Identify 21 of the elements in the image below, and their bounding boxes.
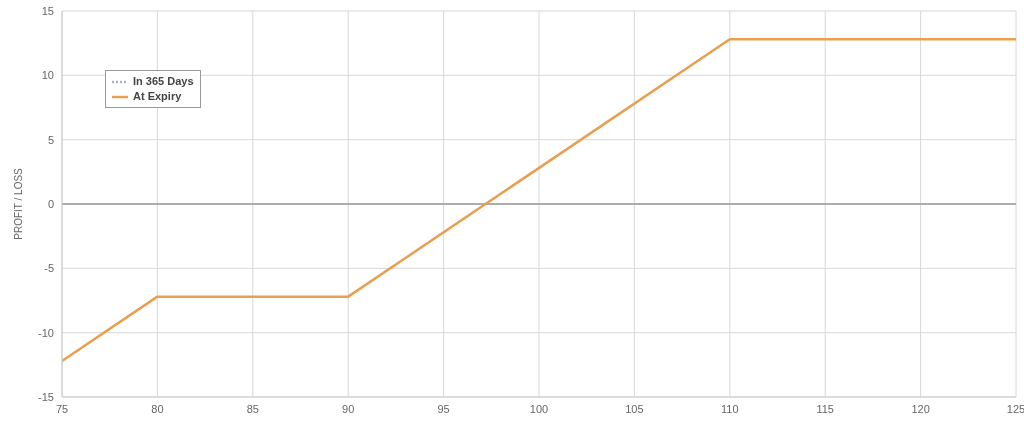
y-tick-label: 15 bbox=[41, 4, 54, 17]
x-tick-label: 95 bbox=[437, 402, 450, 415]
x-tick-label: 115 bbox=[816, 402, 834, 415]
x-tick-label: 85 bbox=[246, 402, 259, 415]
x-tick-label: 120 bbox=[911, 402, 930, 415]
x-tick-label: 100 bbox=[529, 402, 549, 415]
y-axis-title: PROFIT / LOSS bbox=[12, 167, 24, 240]
y-tick-label: 10 bbox=[41, 69, 54, 82]
x-tick-label: 90 bbox=[342, 402, 355, 415]
x-tick-label: 80 bbox=[151, 402, 164, 415]
y-tick-label: -5 bbox=[44, 262, 54, 275]
x-tick-label: 75 bbox=[55, 402, 69, 415]
x-tick-label: 105 bbox=[625, 402, 644, 415]
y-tick-label: 0 bbox=[47, 197, 54, 210]
x-tick-label: 125 bbox=[1006, 402, 1024, 415]
y-tick-label: -10 bbox=[38, 326, 54, 339]
y-tick-label: 5 bbox=[47, 133, 54, 146]
x-tick-label: 110 bbox=[721, 402, 739, 415]
y-tick-label: -15 bbox=[38, 390, 54, 403]
legend-label: In 365 Days bbox=[133, 74, 194, 89]
legend-label: At Expiry bbox=[133, 89, 182, 104]
